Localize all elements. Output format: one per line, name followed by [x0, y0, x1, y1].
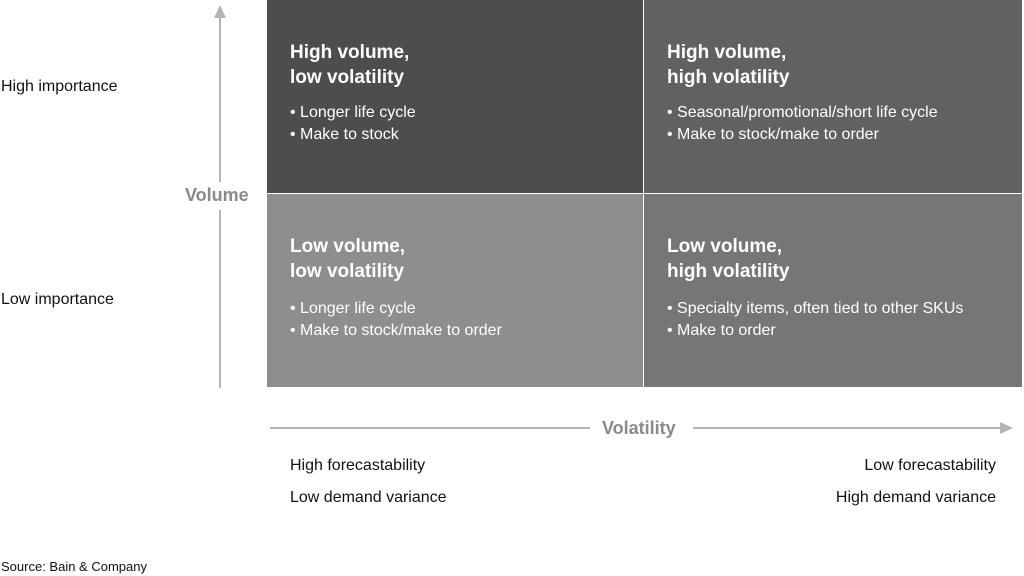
- quadrant-high-volume-high-volatility: High volume,high volatility Seasonal/pro…: [644, 0, 1022, 193]
- quadrant-bullets: Longer life cycle Make to stock: [290, 102, 623, 146]
- volume-axis-arrow: [214, 5, 226, 388]
- quadrant-title: High volume, high volatility: [667, 42, 790, 88]
- volume-axis-label: Volume: [185, 185, 249, 205]
- label-high-forecastability: High forecastability: [290, 457, 426, 474]
- bullet-item: Make to stock/make to order: [290, 320, 623, 342]
- label-low-demand-variance: Low demand variance: [290, 489, 447, 506]
- quadrant-title: Low volume, low volatility: [290, 236, 406, 282]
- label-low-forecastability: Low forecastability: [864, 457, 996, 474]
- bullet-item: Seasonal/promotional/short life cycle: [667, 102, 1002, 124]
- quadrant-bullets: Specialty items, often tied to other SKU…: [667, 298, 1002, 342]
- source-note: Source: Bain & Company: [1, 559, 147, 574]
- bullet-item: Make to stock: [290, 124, 623, 146]
- row-label-high-importance: High importance: [1, 78, 118, 95]
- bullet-item: Make to stock/make to order: [667, 124, 1002, 146]
- row-label-low-importance: Low importance: [1, 291, 114, 308]
- volatility-axis-label: Volatility: [602, 418, 676, 438]
- quadrant-bullets: Seasonal/promotional/short life cycle Ma…: [667, 102, 1002, 146]
- bullet-item: Longer life cycle: [290, 102, 623, 124]
- quadrant-high-volume-low-volatility: High volume,low volatility Longer life c…: [267, 0, 643, 193]
- bullet-item: Longer life cycle: [290, 298, 623, 320]
- quadrant-title: High volume, low volatility: [290, 42, 410, 88]
- bullet-item: Specialty items, often tied to other SKU…: [667, 298, 1002, 320]
- quadrant-title: Low volume, high volatility: [667, 236, 790, 282]
- quadrant-low-volume-high-volatility: Low volume,high volatility Specialty ite…: [644, 194, 1022, 387]
- quadrant-bullets: Longer life cycle Make to stock/make to …: [290, 298, 623, 342]
- volatility-axis-arrow: [270, 422, 1013, 434]
- bullet-item: Make to order: [667, 320, 1002, 342]
- quadrant-low-volume-low-volatility: Low volume,low volatility Longer life cy…: [267, 194, 643, 387]
- label-high-demand-variance: High demand variance: [835, 489, 996, 506]
